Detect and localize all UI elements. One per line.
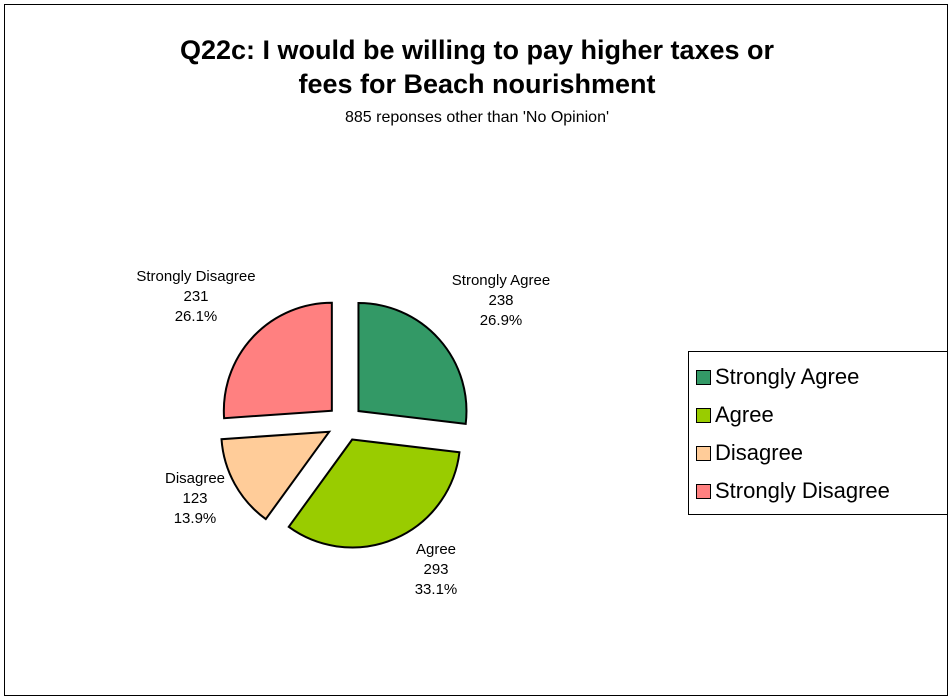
pie-slice-agree: [287, 438, 461, 549]
legend-item-agree: Agree: [696, 396, 947, 434]
legend-item-strongly-agree: Strongly Agree: [696, 358, 947, 396]
legend-label: Disagree: [715, 440, 804, 465]
data-label-disagree: Disagree 123 13.9%: [165, 470, 225, 527]
chart-subtitle: 885 reponses other than 'No Opinion': [344, 109, 610, 126]
legend-label: Agree: [715, 402, 774, 427]
pie-slice-strongly-disagree: [222, 301, 333, 420]
chart-legend: Strongly Agree Agree Disagree Strongly Disa…: [688, 351, 948, 515]
pie-chart: Strongly Agree 238 26.9% Agree 293 33.1% Disag…: [136, 268, 550, 598]
legend-swatch: [696, 483, 711, 499]
data-label-agree: Agree 293 33.1%: [415, 541, 458, 598]
legend-swatch: [696, 369, 711, 385]
chart-frame: Q22c: I would be willing to pay higher t…: [4, 4, 948, 696]
legend-item-strongly-disagree: Strongly Disagree: [696, 472, 947, 510]
pie-slice-strongly-agree: [357, 302, 468, 425]
chart-title-line-1: Q22c: I would be willing to pay higher t…: [179, 35, 775, 65]
data-label-strongly-agree: Strongly Agree 238 26.9%: [452, 272, 550, 329]
pie-slice-disagree: [220, 430, 332, 521]
legend-item-disagree: Disagree: [696, 434, 947, 472]
legend-label: Strongly Agree: [715, 364, 860, 389]
legend-label: Strongly Disagree: [715, 478, 890, 503]
chart-title-line-2: fees for Beach nourishment: [298, 69, 656, 99]
legend-swatch: [696, 445, 711, 461]
legend-swatch: [696, 407, 711, 423]
data-label-strongly-disagree: Strongly Disagree 231 26.1%: [136, 268, 255, 325]
chart-title: Q22c: I would be willing to pay higher t…: [5, 33, 949, 101]
